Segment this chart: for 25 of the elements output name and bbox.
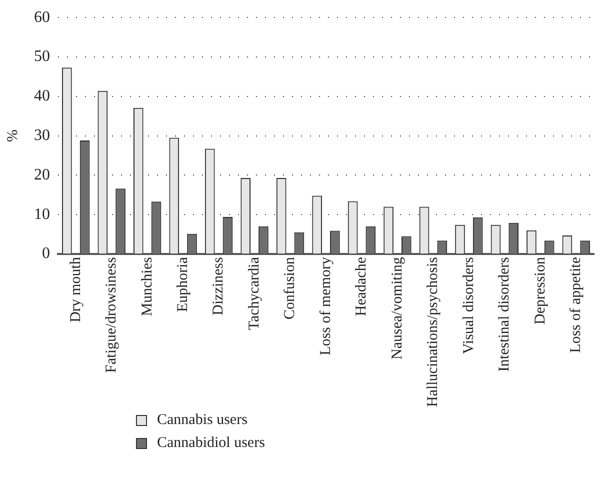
- x-tick-label: Nausea/vomiting: [389, 256, 406, 360]
- x-tick-label: Confusion: [282, 256, 298, 320]
- x-tick-label: Intestinal disorders: [496, 256, 513, 372]
- y-tick-label: 0: [42, 245, 50, 262]
- x-tick-label: Euphoria: [175, 256, 192, 312]
- legend-label: Cannabidiol users: [157, 435, 265, 452]
- y-tick-label: 30: [34, 127, 50, 144]
- x-tick-label: Tachycardia: [246, 256, 262, 330]
- x-tick-label: Headache: [354, 256, 370, 316]
- x-tick-label: Dizziness: [210, 256, 227, 316]
- x-tick-label: Loss of memory: [318, 256, 334, 356]
- y-tick-label: 50: [34, 48, 50, 66]
- x-tick-label: Visual disorders: [460, 256, 477, 354]
- x-tick-label: Hallucinations/psychosis: [425, 256, 442, 408]
- y-tick-label: 40: [34, 88, 50, 105]
- x-tick-label: Munchies: [139, 256, 156, 316]
- legend-label: Cannabis users: [157, 412, 248, 429]
- y-tick-label: 10: [34, 206, 50, 223]
- y-tick-label: 60: [34, 8, 50, 26]
- x-tick-label: Fatigue/drowsiness: [104, 256, 120, 373]
- x-tick-label: Depression: [532, 256, 548, 325]
- x-tick-label: Loss of appetite: [568, 256, 584, 353]
- y-tick-label: 20: [34, 166, 50, 184]
- x-tick-label: Dry mouth: [68, 256, 84, 322]
- y-axis-title: %: [4, 130, 21, 142]
